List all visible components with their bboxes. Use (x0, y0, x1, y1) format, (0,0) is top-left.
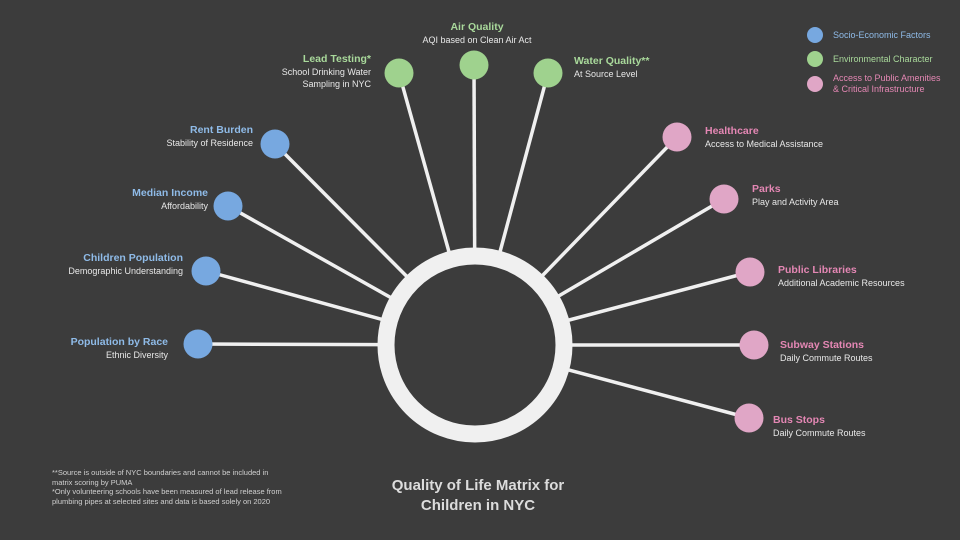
spoke-air-quality (472, 64, 477, 251)
label-title: Children Population (83, 252, 183, 264)
label-population-by-race: Population by Race Ethnic Diversity (71, 336, 168, 361)
label-title: Air Quality (450, 21, 504, 33)
node-bus-stops (734, 403, 764, 433)
label-median-income: Median Income Affordability (132, 187, 208, 212)
node-subway-stations (739, 330, 769, 360)
label-subtitle: Daily Commute Routes (780, 353, 873, 363)
footnotes: **Source is outside of NYC boundaries an… (52, 468, 284, 506)
label-subtitle: Ethnic Diversity (105, 350, 168, 360)
label-title: Lead Testing* (302, 53, 371, 65)
legend-label-socio: Socio-Economic Factors (833, 30, 931, 40)
label-title: Subway Stations (780, 339, 865, 351)
spoke-parks (556, 197, 725, 299)
spoke-population-by-race (197, 342, 381, 347)
spoke-public-libraries (566, 270, 751, 323)
node-population-by-race (183, 329, 213, 359)
label-subtitle: Stability of Residence (166, 138, 253, 148)
node-healthcare (662, 122, 692, 152)
label-public-libraries: Public Libraries Additional Academic Res… (778, 264, 905, 289)
node-lead-testing (384, 58, 414, 88)
title-line1: Quality of Life Matrix for (391, 477, 565, 494)
spoke-rent-burden (273, 142, 410, 279)
diagram-title: Quality of Life Matrix for Children in N… (360, 476, 596, 516)
label-title: Water Quality** (574, 55, 650, 67)
label-subtitle: Additional Academic Resources (778, 278, 905, 288)
spoke-water-quality (497, 72, 550, 254)
footnote-water: **Source is outside of NYC boundaries an… (52, 468, 269, 487)
label-title: Healthcare (705, 125, 759, 137)
node-rent-burden (260, 129, 290, 159)
footnote-lead: *Only volunteering schools have been mea… (52, 487, 282, 506)
label-subtitle: AQI based on Clean Air Act (422, 35, 532, 45)
center-ring (377, 247, 573, 443)
legend-label-environmental: Environmental Character (833, 54, 933, 64)
label-healthcare: Healthcare Access to Medical Assistance (705, 125, 823, 150)
label-air-quality: Air Quality AQI based on Clean Air Act (397, 21, 557, 46)
label-title: Bus Stops (773, 414, 825, 426)
spoke-children-population (205, 269, 384, 322)
label-subtitle: Demographic Understanding (68, 266, 183, 276)
node-water-quality (533, 58, 563, 88)
node-median-income (213, 191, 243, 221)
label-title: Parks (752, 183, 781, 195)
spoke-lead-testing (397, 72, 452, 254)
label-subtitle-line1: School Drinking Water (281, 67, 371, 77)
legend-label-amenities-line1: Access to Public Amenities (833, 73, 941, 83)
label-subtitle: Play and Activity Area (752, 197, 839, 207)
node-public-libraries (735, 257, 765, 287)
label-lead-testing: Lead Testing* School Drinking Water Samp… (282, 53, 371, 90)
label-subtitle: Daily Commute Routes (773, 428, 866, 438)
label-title: Public Libraries (778, 264, 857, 276)
label-title: Population by Race (70, 336, 168, 348)
label-subway-stations: Subway Stations Daily Commute Routes (780, 339, 873, 364)
legend-dot-environmental (807, 51, 823, 67)
label-subtitle: Access to Medical Assistance (705, 139, 824, 149)
label-subtitle-line2: Sampling in NYC (302, 79, 371, 89)
legend-dot-amenities (807, 76, 823, 92)
label-parks: Parks Play and Activity Area (752, 183, 839, 208)
spoke-median-income (227, 204, 394, 300)
label-rent-burden: Rent Burden Stability of Residence (166, 124, 253, 149)
spoke-healthcare (539, 135, 679, 279)
label-water-quality: Water Quality** At Source Level (574, 55, 649, 80)
legend-dot-socio (807, 27, 823, 43)
title-line2: Children in NYC (420, 497, 536, 514)
legend-label-amenities-line2: & Critical Infrastructure (833, 84, 925, 94)
legend-label-amenities: Access to Public Amenities & Critical In… (833, 73, 941, 95)
label-children-population: Children Population Demographic Understa… (68, 252, 183, 277)
label-title: Rent Burden (190, 124, 253, 136)
label-subtitle: At Source Level (574, 69, 638, 79)
label-bus-stops: Bus Stops Daily Commute Routes (773, 414, 866, 439)
label-title: Median Income (132, 187, 208, 199)
node-air-quality (459, 50, 489, 80)
spoke-bus-stops (566, 367, 750, 420)
node-parks (709, 184, 739, 214)
node-children-population (191, 256, 221, 286)
label-subtitle: Affordability (161, 201, 208, 211)
